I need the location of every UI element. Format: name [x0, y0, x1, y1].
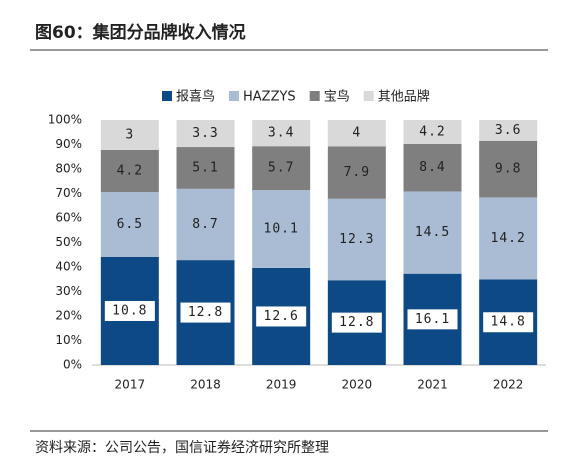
- value-label-box: [331, 312, 382, 333]
- value-label: 4.2: [117, 164, 143, 179]
- bar-segment: [100, 120, 159, 150]
- value-label: 3: [125, 128, 134, 143]
- value-label: 4.2: [419, 124, 445, 139]
- value-label: 7.9: [344, 165, 370, 180]
- value-label: 14.2: [491, 231, 526, 246]
- value-label: 4: [352, 126, 361, 141]
- source-note: 资料来源：公司公告，国信证券经济研究所整理: [35, 440, 329, 456]
- value-label: 5.7: [268, 161, 294, 176]
- value-label: 3.6: [495, 123, 521, 138]
- chart-title: 图60：集团分品牌收入情况: [35, 22, 246, 43]
- value-label: 12.6: [264, 309, 299, 324]
- value-label: 9.8: [495, 162, 521, 177]
- value-label: 8.7: [192, 217, 218, 232]
- x-tick-label: 2018: [190, 378, 221, 392]
- value-label: 12.8: [188, 305, 223, 320]
- bar-segment: [176, 147, 235, 189]
- y-tick-label: 40%: [55, 260, 82, 274]
- value-label: 16.1: [415, 312, 450, 327]
- bar-segment: [327, 198, 386, 281]
- value-label: 8.4: [419, 160, 445, 175]
- bar-segment: [327, 146, 386, 199]
- x-tick-label: 2020: [342, 378, 373, 392]
- bar-segment: [403, 143, 462, 192]
- y-tick-label: 90%: [55, 137, 82, 151]
- value-label-box: [104, 301, 155, 321]
- bar-segment: [176, 188, 235, 261]
- value-label: 10.1: [264, 222, 299, 237]
- bar-segment: [403, 191, 462, 274]
- x-tick-label: 2021: [417, 378, 448, 392]
- legend-swatch: [162, 91, 172, 101]
- value-label-box: [256, 306, 307, 327]
- bar-segment: [176, 120, 235, 148]
- y-tick-label: 60%: [55, 211, 82, 225]
- value-label-box: [407, 309, 458, 330]
- legend-label: HAZZYS: [243, 90, 296, 105]
- value-label: 3.3: [192, 126, 218, 141]
- bar-segment: [100, 192, 159, 257]
- y-tick-label: 30%: [55, 284, 82, 298]
- bar-segment: [252, 190, 311, 268]
- value-label: 14.5: [415, 225, 450, 240]
- legend-label: 报喜鸟: [176, 89, 215, 105]
- bar-segment: [100, 150, 159, 192]
- value-label: 6.5: [117, 217, 143, 232]
- legend-label: 其他品牌: [378, 89, 430, 105]
- y-tick-label: 10%: [55, 333, 82, 347]
- legend-swatch: [363, 91, 374, 101]
- legend-label: 宝鸟: [324, 89, 350, 105]
- value-label-box: [483, 312, 534, 333]
- y-tick-label: 80%: [55, 162, 82, 176]
- value-label: 12.3: [339, 232, 374, 247]
- legend-swatch: [309, 91, 320, 101]
- x-tick-label: 2017: [115, 378, 146, 392]
- bar-segment: [327, 120, 386, 147]
- bar-segment: [479, 197, 538, 280]
- y-tick-label: 70%: [55, 186, 82, 200]
- y-tick-label: 50%: [55, 235, 82, 249]
- bar-segment: [479, 120, 538, 141]
- value-label: 12.8: [339, 315, 374, 330]
- value-label-box: [180, 302, 231, 323]
- bar-segment: [403, 120, 462, 144]
- value-label: 3.4: [268, 126, 294, 141]
- value-label: 10.8: [112, 304, 147, 319]
- value-label: 14.8: [491, 315, 526, 330]
- x-tick-label: 2019: [266, 378, 297, 392]
- value-label: 5.1: [192, 160, 218, 175]
- y-tick-label: 100%: [48, 113, 82, 127]
- bar-segment: [252, 146, 311, 191]
- x-tick-label: 2022: [493, 378, 524, 392]
- y-tick-label: 20%: [55, 309, 82, 323]
- y-tick-label: 0%: [63, 358, 82, 372]
- bar-segment: [479, 140, 538, 198]
- legend-swatch: [229, 91, 240, 101]
- bar-segment: [252, 120, 311, 147]
